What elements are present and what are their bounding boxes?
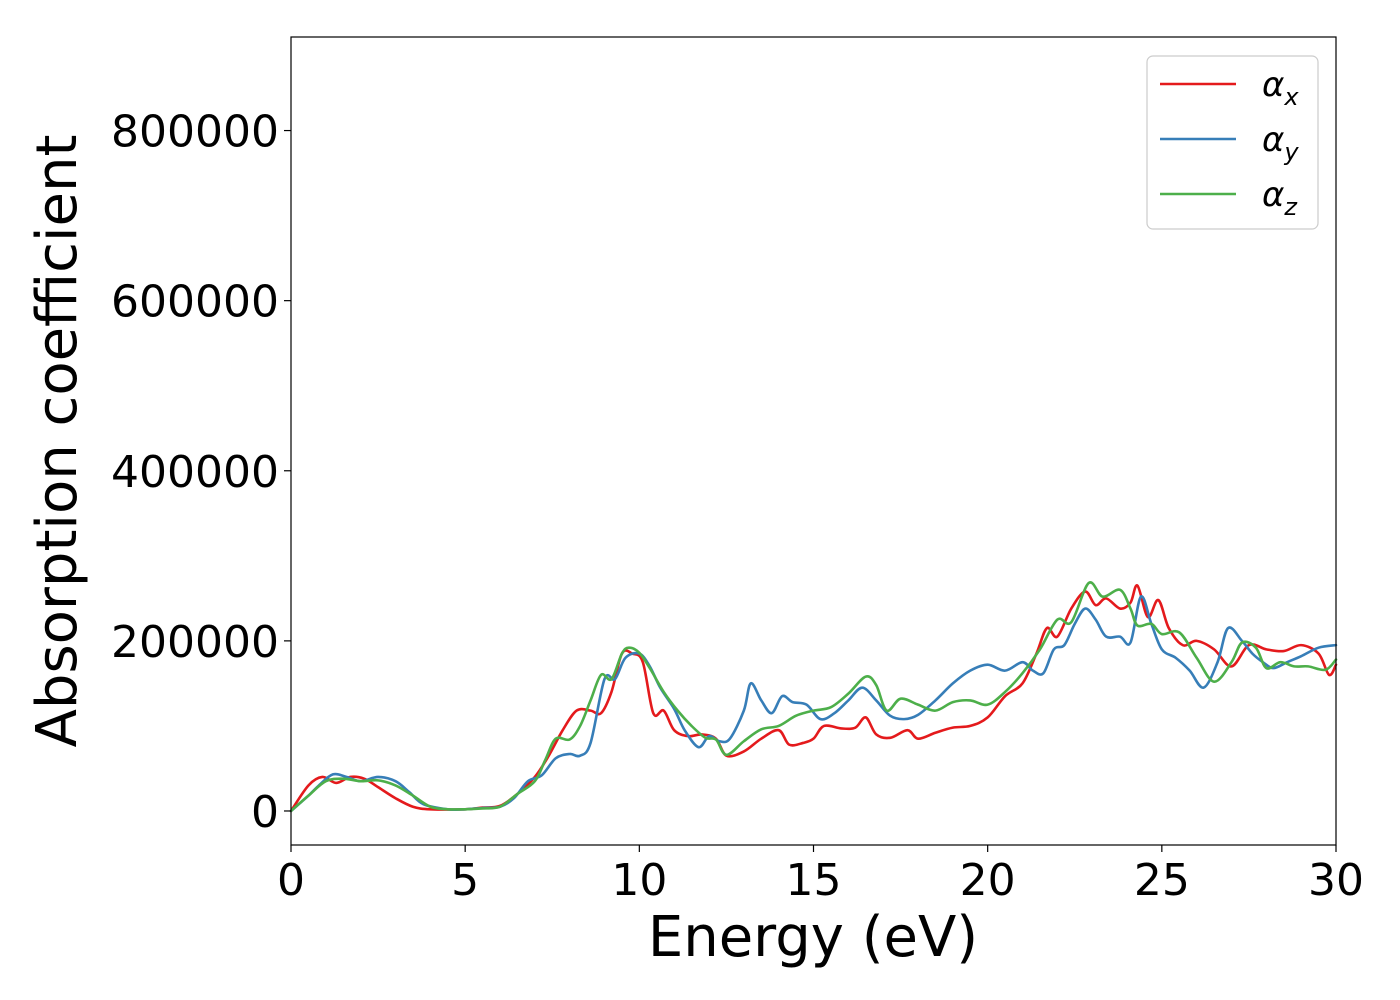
series-line-z	[289, 581, 1338, 813]
y-tick-label: 0	[251, 787, 279, 838]
y-axis: 0 200000 400000 600000 800000	[111, 107, 291, 838]
x-tick-label: 10	[611, 855, 667, 906]
x-tick-label: 20	[960, 855, 1016, 906]
x-tick-label: 0	[277, 855, 305, 906]
x-axis: 0 5 10 15 20 25 30	[277, 845, 1364, 906]
x-tick-label: 15	[786, 855, 842, 906]
legend-box	[1146, 55, 1319, 230]
x-axis-title: Energy (eV)	[648, 905, 978, 970]
x-tick-label: 30	[1308, 855, 1364, 906]
y-axis-title: Absorption coefficient	[25, 135, 90, 748]
series-layer	[289, 581, 1338, 813]
x-tick-label: 25	[1134, 855, 1190, 906]
y-tick-label: 600000	[111, 277, 279, 328]
y-tick-label: 400000	[111, 447, 279, 498]
x-tick-label: 5	[451, 855, 479, 906]
y-tick-label: 800000	[111, 107, 279, 158]
y-tick-label: 200000	[111, 617, 279, 668]
